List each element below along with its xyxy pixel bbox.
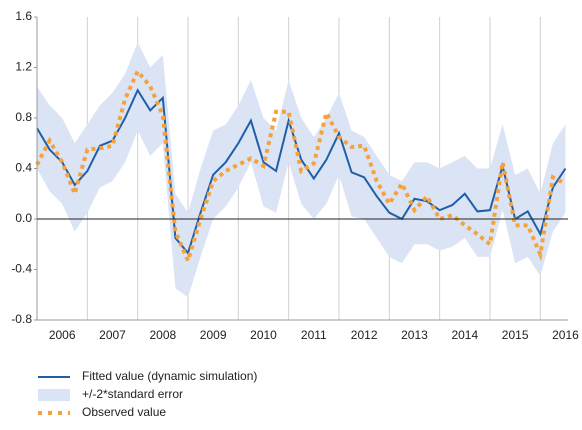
x-tick-label: 2009 (200, 328, 227, 342)
x-tick-label: 2013 (401, 328, 428, 342)
y-tick-label: 1.6 (15, 9, 32, 23)
legend-swatch (38, 389, 70, 401)
y-tick-label: -0.4 (11, 262, 32, 276)
legend-label: +/-2*standard error (82, 387, 183, 401)
y-tick-label: -0.8 (11, 312, 32, 326)
y-tick-label: 1.2 (15, 60, 32, 74)
x-tick-label: 2012 (351, 328, 378, 342)
x-tick-label: 2014 (451, 328, 478, 342)
legend-label: Observed value (82, 405, 166, 419)
x-tick-label: 2008 (149, 328, 176, 342)
y-tick-label: 0.4 (15, 161, 32, 175)
observed-line (35, 67, 567, 267)
fitted-line (36, 88, 567, 256)
y-tick-label: 0.8 (15, 110, 32, 124)
x-tick-label: 2011 (301, 328, 327, 342)
x-tick-label: 2006 (49, 328, 76, 342)
x-tick-label: 2007 (99, 328, 126, 342)
y-tick-label: 0.0 (15, 211, 32, 225)
legend-label: Fitted value (dynamic simulation) (82, 369, 257, 383)
x-tick-label: 2016 (552, 328, 579, 342)
x-tick-label: 2010 (250, 328, 277, 342)
x-tick-label: 2015 (502, 328, 529, 342)
